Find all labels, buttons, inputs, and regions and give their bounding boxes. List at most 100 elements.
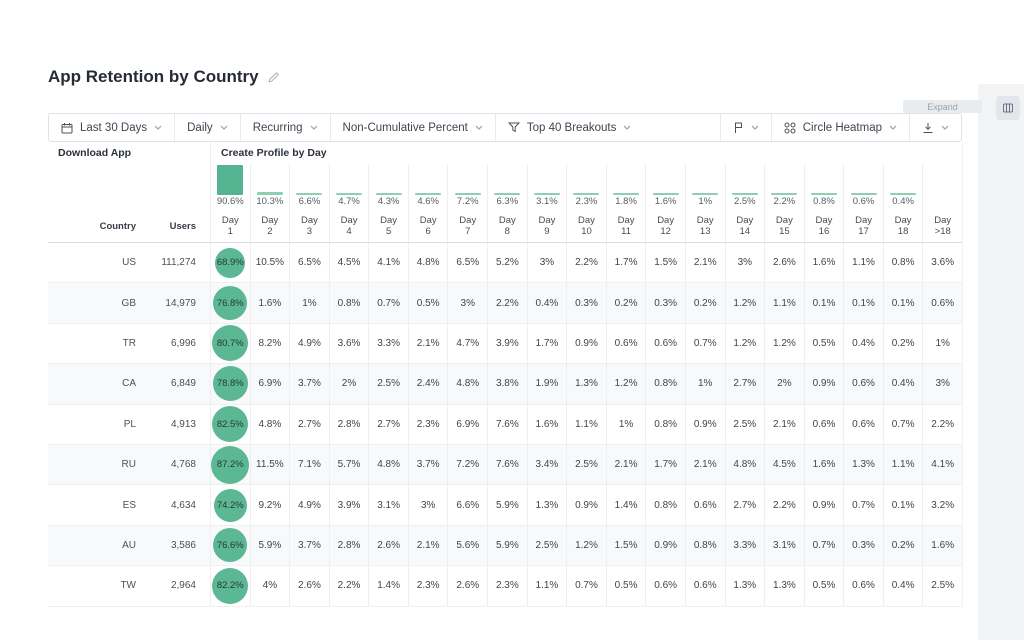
- retention-cell: 3.1%: [368, 485, 408, 525]
- day-number: 11: [621, 226, 631, 237]
- retention-cell: 0.6%: [922, 283, 962, 323]
- column-header-day: Day 2: [249, 210, 290, 242]
- retention-cell: 0.3%: [645, 283, 685, 323]
- retention-cell: 3.2%: [922, 485, 962, 525]
- users-cell: 111,274: [161, 257, 196, 269]
- retention-cell: 0.9%: [803, 364, 844, 404]
- interval-dropdown[interactable]: Daily: [175, 114, 241, 141]
- retention-cell: 0.5%: [407, 283, 448, 323]
- day-word: Day: [459, 215, 477, 226]
- day-word: Day: [578, 215, 595, 226]
- summary-value-label: 4.3%: [377, 196, 400, 207]
- summary-value-label: 0.8%: [813, 196, 835, 207]
- day-number: 15: [779, 226, 790, 237]
- summary-filler: [48, 164, 210, 210]
- retention-cell: 2.2%: [764, 485, 804, 525]
- country-cell: TW: [120, 580, 136, 592]
- download-dropdown[interactable]: [909, 114, 961, 141]
- day-number: 9: [544, 226, 550, 237]
- day-word: Day: [855, 215, 872, 226]
- retention-cell: 2.5%: [526, 525, 567, 566]
- retention-cell: 2.1%: [764, 404, 804, 444]
- retention-cell: 0.9%: [803, 485, 844, 525]
- retention-cell: 0.4%: [882, 566, 923, 606]
- day-word: Day: [300, 215, 318, 226]
- retention-cell: 0.9%: [684, 404, 725, 444]
- summary-bar-cell: 1%: [684, 164, 725, 210]
- flag-dropdown[interactable]: [719, 114, 771, 141]
- expand-button[interactable]: Expand: [903, 100, 982, 113]
- retention-cell: 1.1%: [764, 283, 804, 323]
- toolbar: Last 30 Days Daily Recurring Non-Cumulat…: [48, 113, 962, 142]
- retention-circle: 82.2%: [212, 567, 249, 604]
- retention-cell: 1.7%: [526, 323, 567, 364]
- retention-cell: 0.8%: [645, 404, 685, 444]
- interval-label: Daily: [187, 121, 213, 134]
- column-header-day: Day 3: [289, 210, 329, 242]
- users-cell: 4,634: [170, 499, 196, 511]
- table-row: CA 6,849 78.8% 6.9% 3.7% 2% 2.5% 2.4% 4.8% 3.8% 1.…: [48, 364, 962, 405]
- day-number: 16: [818, 226, 830, 237]
- retention-cell: 1.6%: [526, 404, 567, 444]
- day1-circle-cell: 68.9%: [210, 243, 250, 283]
- retention-cell: 9.2%: [249, 485, 290, 525]
- day-number: 6: [425, 226, 431, 237]
- day1-circle-cell: 82.2%: [210, 566, 250, 606]
- retention-cell: 1.3%: [843, 444, 883, 485]
- retention-cell: 0.7%: [566, 566, 606, 606]
- retention-cell: 1.2%: [764, 323, 804, 364]
- retention-cell: 1.4%: [368, 566, 408, 606]
- retention-cell: 2.1%: [684, 444, 725, 485]
- summary-value-label: 6.6%: [298, 196, 321, 207]
- retention-cell: 0.9%: [566, 323, 606, 364]
- retention-cell: 2.6%: [447, 566, 487, 606]
- retention-cell: 5.9%: [249, 525, 290, 566]
- column-header-day: Day 14: [724, 210, 765, 242]
- day-word: Day: [221, 215, 239, 226]
- retention-cell: 3.3%: [724, 525, 765, 566]
- summary-bar-cell: 2.5%: [724, 164, 765, 210]
- retention-cell: 2.5%: [368, 364, 408, 404]
- retention-cell: 5.7%: [328, 444, 369, 485]
- date-range-dropdown[interactable]: Last 30 Days: [49, 114, 176, 141]
- retention-cell: 3.1%: [764, 525, 804, 566]
- retention-cell: 3.6%: [328, 323, 369, 364]
- retention-cell: 0.4%: [526, 283, 567, 323]
- date-range-label: Last 30 Days: [80, 121, 148, 134]
- day-number: 10: [581, 226, 592, 237]
- day1-circle-cell: 78.8%: [210, 364, 250, 404]
- chart-type-dropdown[interactable]: Circle Heatmap: [770, 114, 909, 141]
- retention-cell: 2.1%: [605, 444, 646, 485]
- retention-cell: 3.7%: [407, 444, 448, 485]
- retention-bar: [217, 165, 244, 195]
- retention-cell: 2.8%: [328, 525, 369, 566]
- country-cell: TR: [122, 337, 136, 349]
- edit-title-pencil-icon[interactable]: [268, 71, 280, 83]
- summary-bar-cell: 90.6%: [210, 164, 250, 210]
- metric-mode-dropdown[interactable]: Non-Cumulative Percent: [331, 114, 496, 141]
- retention-cell: 1.5%: [605, 525, 646, 566]
- flag-icon: [733, 122, 744, 134]
- retention-circle: 78.8%: [212, 366, 248, 402]
- day-number: 7: [465, 226, 471, 237]
- notebook-panel-toggle-button[interactable]: [996, 96, 1020, 120]
- retention-bar: [494, 193, 521, 195]
- day-number: 4: [346, 226, 352, 237]
- retention-cell: 2%: [764, 364, 804, 404]
- download-icon: [922, 122, 934, 134]
- recurring-dropdown[interactable]: Recurring: [241, 114, 331, 141]
- day-number: 14: [739, 226, 751, 237]
- day-word: Day: [617, 215, 635, 226]
- breakouts-dropdown[interactable]: Top 40 Breakouts: [496, 114, 644, 141]
- retention-circle: 68.9%: [215, 247, 246, 278]
- retention-cell: 6.9%: [249, 364, 290, 404]
- summary-value-label: 90.6%: [216, 196, 244, 207]
- retention-cell: 0.7%: [843, 485, 883, 525]
- day-number: 17: [858, 226, 869, 237]
- country-cell: RU: [121, 459, 136, 471]
- column-header-day: Day 8: [487, 210, 527, 242]
- table-row: PL 4,913 82.5% 4.8% 2.7% 2.8% 2.7% 2.3% 6.9% 7.6%…: [48, 404, 962, 445]
- retention-cell: 1.2%: [566, 525, 606, 566]
- day1-circle-cell: 82.5%: [210, 404, 250, 444]
- retention-bar: [890, 193, 917, 195]
